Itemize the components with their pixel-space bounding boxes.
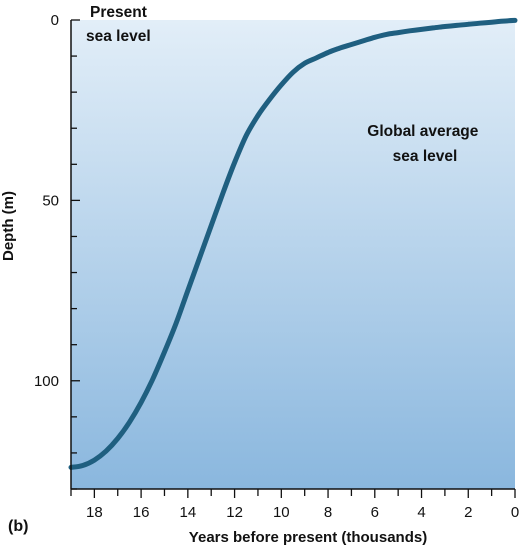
x-tick-label: 16 [133, 504, 150, 521]
x-tick-label: 8 [324, 504, 332, 521]
x-axis-tick-labels: 18 16 14 12 10 8 6 4 2 0 [86, 504, 519, 521]
y-axis-tick-labels: 0 50 100 [34, 12, 59, 390]
y-axis-title: Depth (m) [0, 191, 17, 261]
x-tick-label: 12 [226, 504, 243, 521]
x-tick-label: 4 [417, 504, 425, 521]
x-axis-ticks [70, 489, 516, 498]
x-tick-label: 10 [273, 504, 290, 521]
x-tick-label: 18 [86, 504, 103, 521]
global-average-sea-level-line [68, 17, 518, 470]
panel-label: (b) [8, 518, 28, 535]
x-tick-label: 2 [464, 504, 472, 521]
x-tick-label: 14 [179, 504, 196, 521]
global-average-annotation: Global average sea level [367, 123, 482, 165]
x-axis-title: Years before present (thousands) [189, 529, 427, 546]
x-tick-label: 6 [371, 504, 379, 521]
y-tick-label: 100 [34, 373, 59, 390]
present-sea-level-annotation: Present sea level [86, 4, 151, 45]
y-tick-label: 50 [42, 192, 59, 209]
x-tick-label: 0 [511, 504, 519, 521]
y-tick-label: 0 [51, 12, 59, 29]
plot-background [71, 20, 515, 489]
